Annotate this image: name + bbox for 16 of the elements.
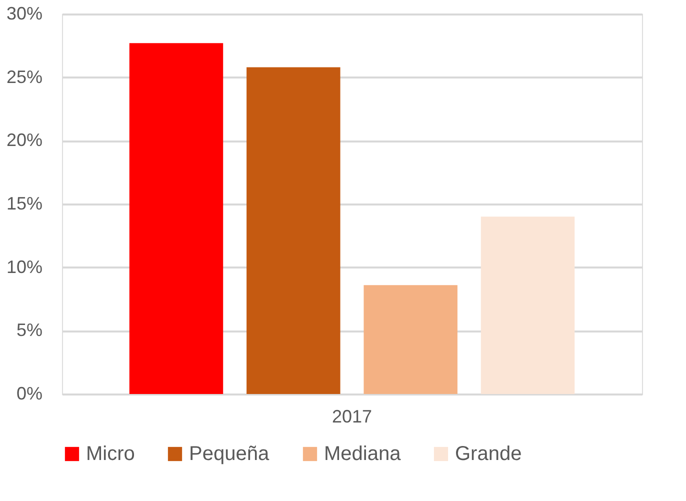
bar bbox=[246, 67, 340, 394]
legend-label: Mediana bbox=[324, 443, 402, 465]
legend-label: Micro bbox=[86, 443, 135, 465]
legend-label: Pequeña bbox=[189, 443, 270, 465]
y-tick-label: 30% bbox=[6, 4, 42, 24]
y-tick-label: 25% bbox=[6, 66, 42, 87]
y-tick-label: 15% bbox=[6, 194, 42, 214]
y-tick-label: 0% bbox=[16, 384, 42, 404]
y-tick-label: 5% bbox=[16, 320, 42, 340]
bar bbox=[480, 216, 575, 394]
x-tick-label: 2017 bbox=[332, 406, 372, 426]
y-tick-label: 10% bbox=[6, 256, 42, 277]
legend-label: Grande bbox=[455, 443, 522, 465]
bar bbox=[364, 285, 458, 394]
bar bbox=[129, 43, 224, 394]
y-tick-label: 20% bbox=[6, 130, 42, 150]
